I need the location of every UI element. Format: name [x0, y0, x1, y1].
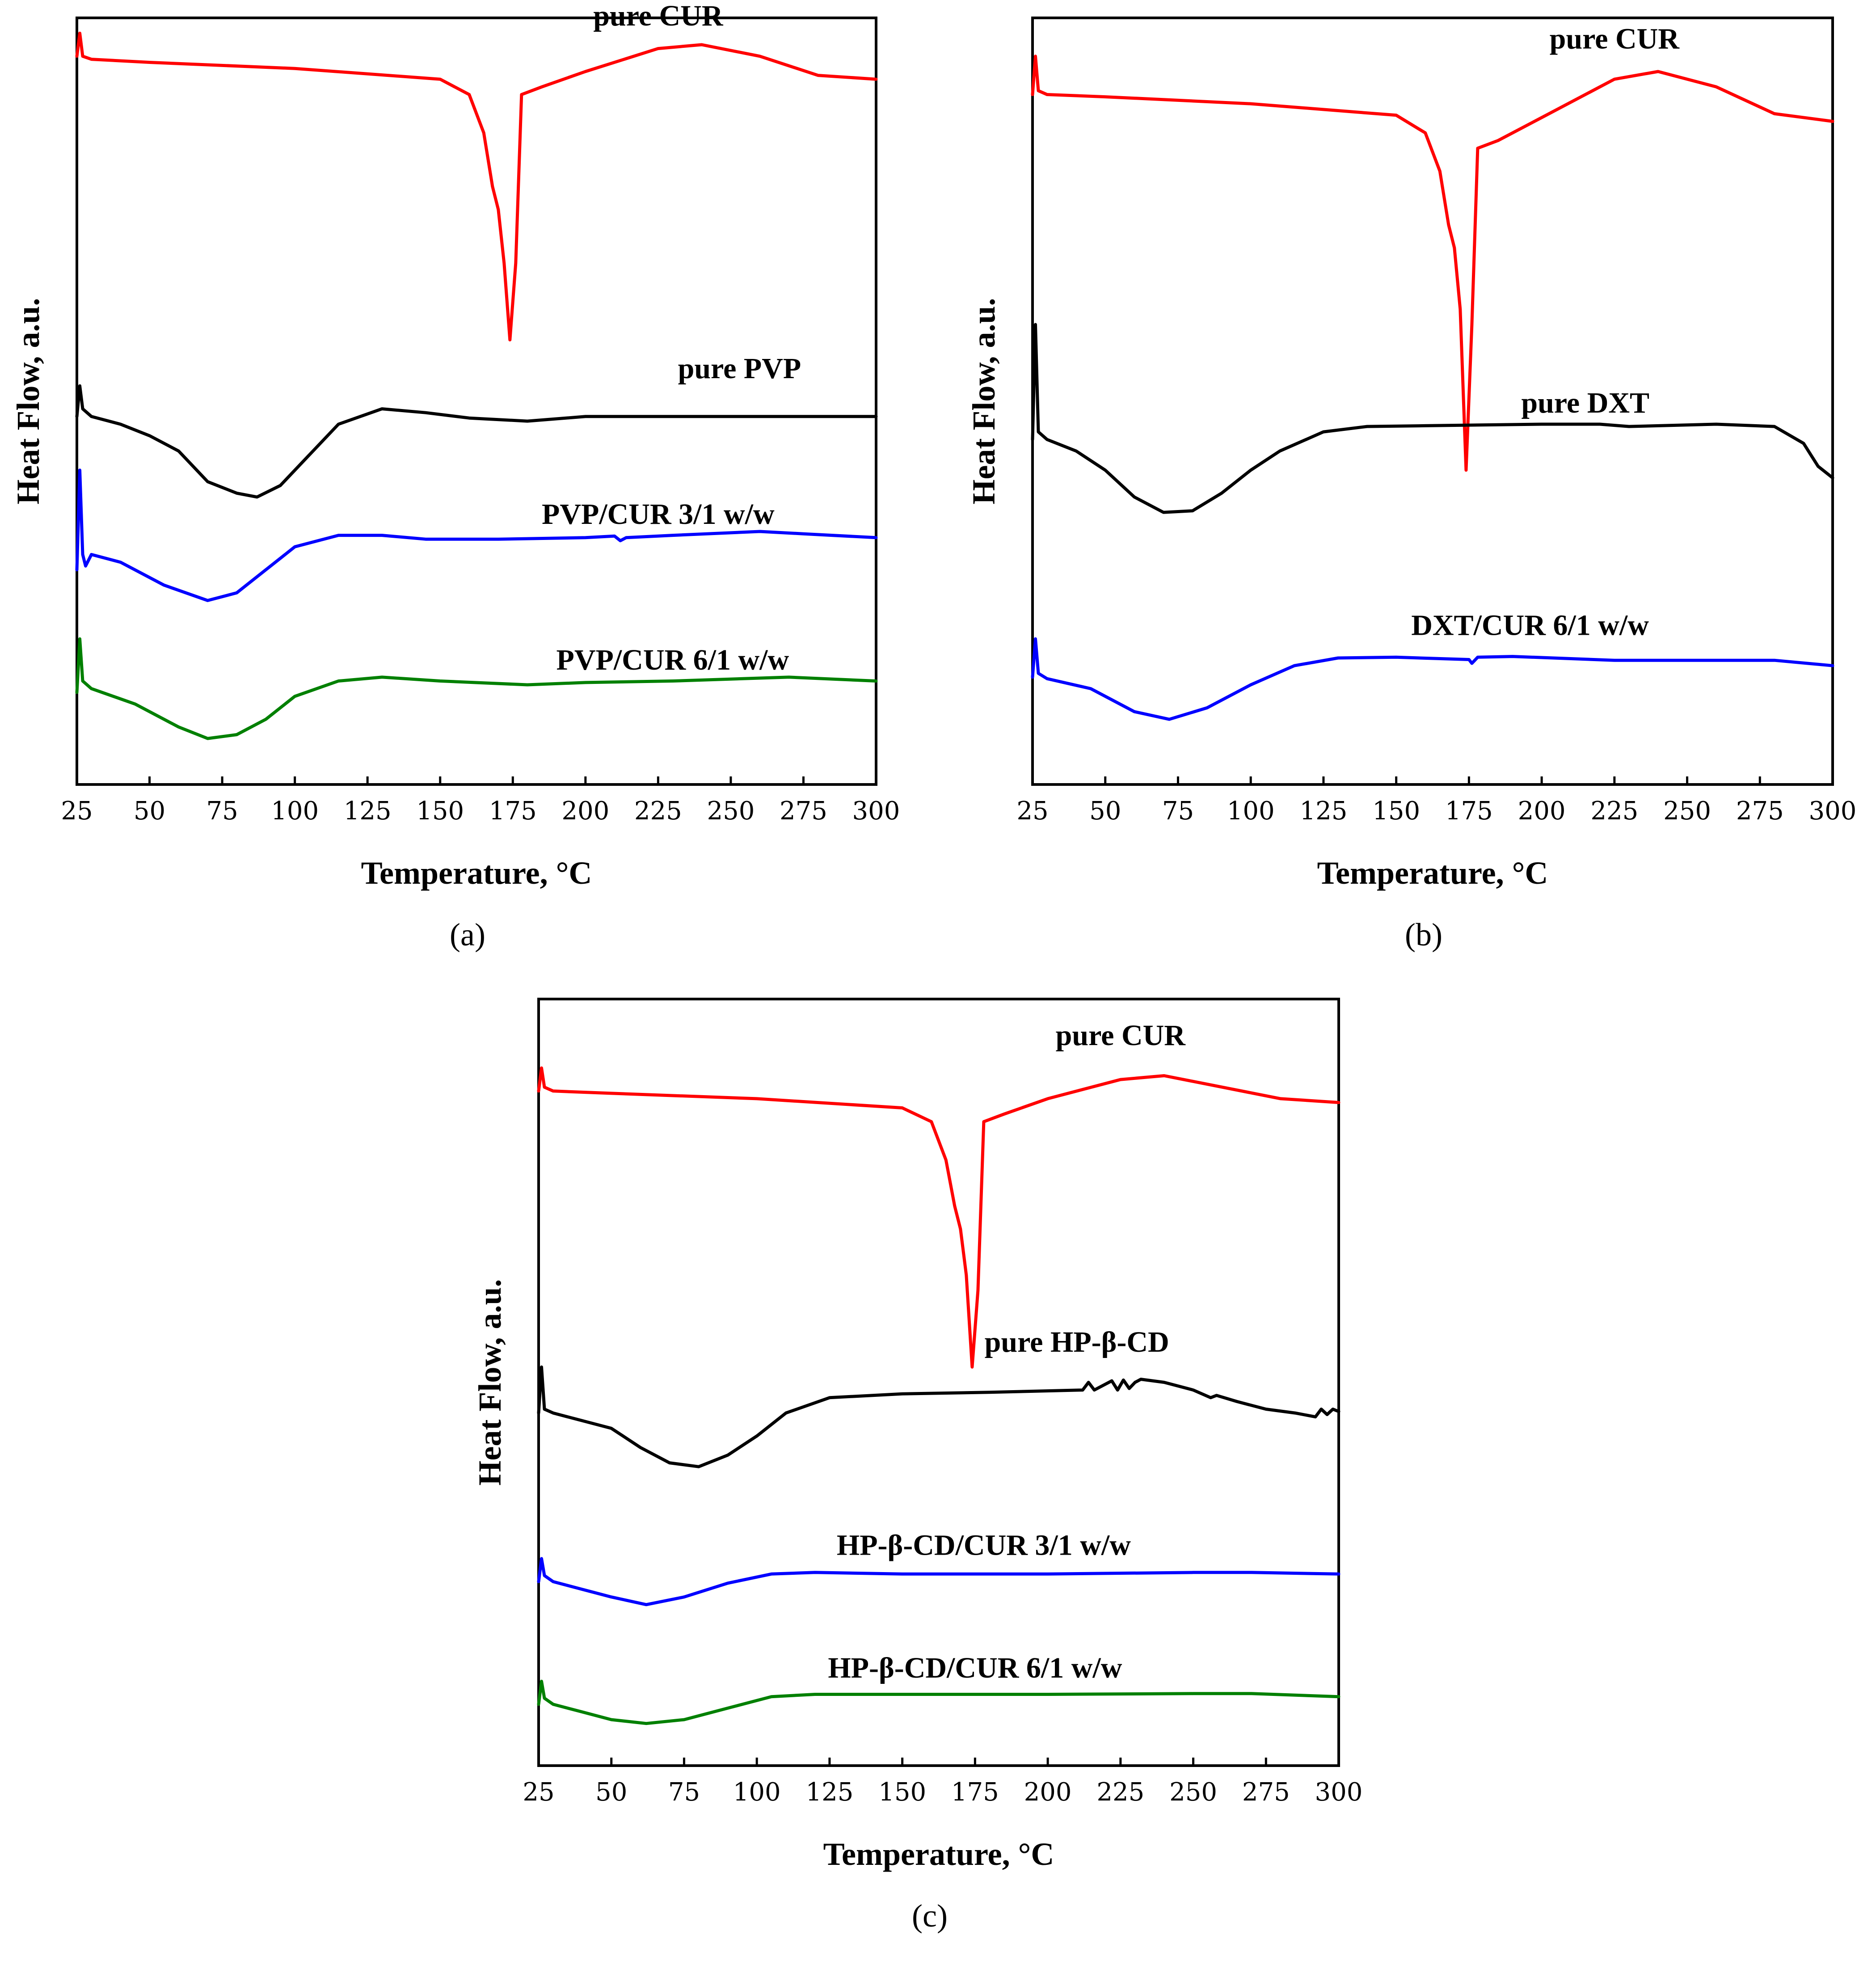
x-tick-label: 300: [852, 797, 900, 826]
y-axis-title: Heat Flow, a.u.: [472, 1279, 508, 1486]
x-tick-label: 25: [523, 1778, 554, 1807]
series-label: pure CUR: [1056, 1019, 1186, 1052]
x-tick-label: 25: [61, 797, 93, 826]
series-label: pure CUR: [593, 0, 724, 32]
series-line: [1031, 55, 1834, 472]
x-tick-label: 50: [134, 797, 165, 826]
x-tick-label: 275: [780, 797, 827, 826]
x-tick-label: 300: [1809, 797, 1857, 826]
series-line: [537, 1679, 1341, 1725]
x-tick-label: 275: [1242, 1778, 1290, 1807]
series-line: [1031, 637, 1834, 721]
x-tick-label: 75: [668, 1778, 700, 1807]
x-tick-label: 200: [561, 797, 609, 826]
x-tick-label: 275: [1736, 797, 1784, 826]
x-tick-label: 200: [1024, 1778, 1072, 1807]
x-tick-label: 200: [1518, 797, 1566, 826]
series-label: HP-β-CD/CUR 3/1 w/w: [837, 1529, 1131, 1561]
x-tick-label: 175: [1445, 797, 1493, 826]
series-label: pure DXT: [1521, 387, 1649, 419]
series-line: [75, 468, 878, 602]
series-line: [537, 1066, 1341, 1369]
x-axis-title: Temperature, °C: [1317, 855, 1548, 891]
x-tick-label: 100: [1227, 797, 1275, 826]
panel-a: 25 50 75 100 125 150 175 200 225 250 275 300 Tempera…: [10, 0, 900, 953]
series-label: DXT/CUR 6/1 w/w: [1411, 609, 1649, 642]
series-line: [537, 1557, 1341, 1607]
x-tick-label: 100: [271, 797, 319, 826]
x-tick-label: 250: [1169, 1778, 1217, 1807]
x-tick-label: 175: [489, 797, 537, 826]
x-tick-label: 75: [206, 797, 238, 826]
series-line: [1031, 323, 1834, 514]
series-label: HP-β-CD/CUR 6/1 w/w: [828, 1652, 1122, 1684]
x-tick-label: 225: [634, 797, 682, 826]
series-label: PVP/CUR 3/1 w/w: [542, 498, 775, 531]
series-line: [75, 637, 878, 740]
x-tick-label: 175: [951, 1778, 999, 1807]
x-tick-label: 225: [1590, 797, 1638, 826]
series-line: [75, 384, 878, 499]
panel-label: (c): [912, 1898, 948, 1934]
x-tick-label: 125: [1299, 797, 1347, 826]
series-label: PVP/CUR 6/1 w/w: [556, 644, 789, 676]
x-tick-label: 50: [1089, 797, 1121, 826]
x-tick-label: 300: [1315, 1778, 1363, 1807]
x-tick-label: 100: [733, 1778, 781, 1807]
series-label: pure HP-β-CD: [985, 1326, 1169, 1358]
panel-b: 25 50 75 100 125 150 175 200 225 250 275 300 Tempera…: [966, 17, 1857, 953]
x-axis-title: Temperature, °C: [823, 1836, 1054, 1872]
plot-frame: [537, 998, 1340, 1767]
series-line: [75, 31, 878, 342]
panel-label: (b): [1405, 917, 1442, 953]
panel-label: (a): [450, 917, 485, 953]
x-tick-label: 225: [1096, 1778, 1144, 1807]
x-axis-title: Temperature, °C: [361, 855, 592, 891]
x-tick-label: 125: [805, 1778, 853, 1807]
y-axis-title: Heat Flow, a.u.: [966, 298, 1002, 505]
x-tick-label: 150: [416, 797, 464, 826]
x-tick-label: 75: [1162, 797, 1194, 826]
plot-frame: [1031, 17, 1834, 786]
panel-c: 25 50 75 100 125 150 175 200 225 250 275 300 Tempera…: [472, 998, 1363, 1934]
x-tick-label: 150: [878, 1778, 926, 1807]
x-tick-label: 250: [707, 797, 755, 826]
series-line: [537, 1365, 1341, 1468]
x-tick-label: 150: [1372, 797, 1420, 826]
x-tick-label: 25: [1016, 797, 1048, 826]
series-label: pure CUR: [1550, 23, 1680, 55]
y-axis-title: Heat Flow, a.u.: [10, 298, 46, 505]
x-tick-label: 250: [1663, 797, 1711, 826]
series-label: pure PVP: [678, 352, 801, 385]
x-tick-label: 125: [344, 797, 392, 826]
x-tick-label: 50: [595, 1778, 627, 1807]
